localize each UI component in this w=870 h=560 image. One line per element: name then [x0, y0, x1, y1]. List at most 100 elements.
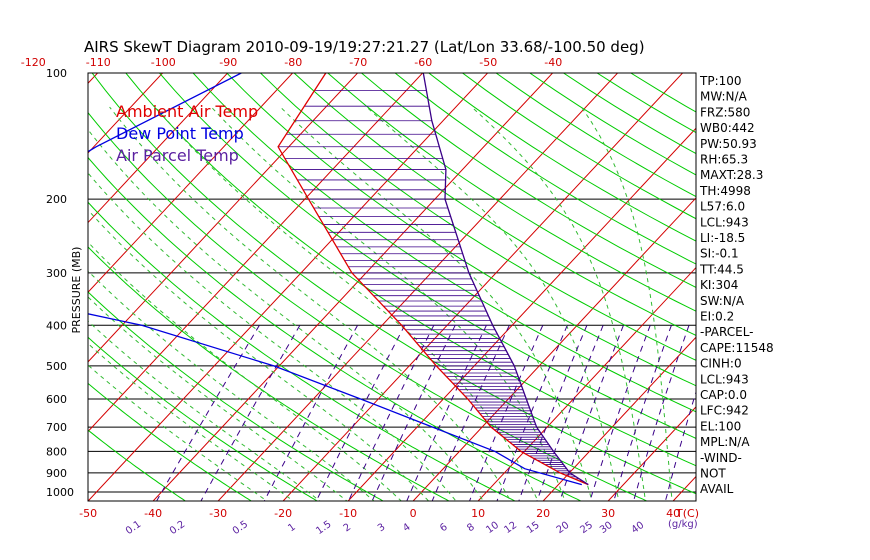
mixing-ratio-label: 25 [578, 520, 595, 536]
mixing-ratio-label: 10 [484, 520, 501, 536]
mixing-ratio-label: 0.2 [168, 519, 187, 537]
dry-adiabat-line [88, 382, 253, 501]
temp-unit-label: T(C) [675, 507, 699, 520]
index-item: LFC:942 [700, 404, 749, 418]
mixing-ratio-line [200, 325, 301, 501]
moist-adiabat-line [88, 128, 484, 501]
pressure-tick-label: 300 [46, 267, 67, 280]
top-temp-tick-label: -120 [21, 56, 46, 69]
bottom-temp-tick-label: -40 [144, 507, 162, 520]
bottom-temp-tick-label: 40 [666, 507, 680, 520]
dry-adiabat-line [88, 291, 385, 501]
mixing-ratio-line [613, 325, 672, 501]
index-item: NOT [700, 467, 726, 481]
dry-adiabat-line [88, 429, 187, 501]
index-item: WB0:442 [700, 121, 755, 135]
index-item: L57:6.0 [700, 200, 745, 214]
index-item: RH:65.3 [700, 153, 748, 167]
moist-adiabat-line [88, 296, 348, 501]
index-item: LI:-18.5 [700, 231, 745, 245]
mixing-ratio-label: 3 [376, 522, 388, 535]
legend-ambient: Ambient Air Temp [116, 102, 258, 121]
mixing-ratio-label: 30 [598, 520, 615, 536]
bottom-temp-tick-label: 20 [536, 507, 550, 520]
y-axis-label: PRESSURE (MB) [70, 247, 83, 334]
pressure-tick-label: 200 [46, 193, 67, 206]
pressure-tick-label: 700 [46, 421, 67, 434]
dry-adiabat-line [293, 73, 696, 337]
moist-adiabat-line [155, 106, 539, 501]
parcel-temp-line [422, 73, 589, 486]
pressure-tick-label: 900 [46, 467, 67, 480]
index-item: LCL:943 [700, 215, 749, 229]
top-temp-tick-label: -70 [349, 56, 367, 69]
mixing-ratio-label: 40 [630, 520, 647, 536]
pressure-tick-label: 600 [46, 393, 67, 406]
isotherm-line [542, 336, 696, 501]
bottom-temp-tick-label: 10 [471, 507, 485, 520]
index-item: MW:N/A [700, 90, 748, 104]
top-temp-tick-label: -100 [151, 56, 176, 69]
mixing-ratio-line [559, 325, 624, 501]
dry-adiabat-line [327, 73, 696, 312]
mixing-ratio-label: 6 [438, 522, 450, 535]
plot-frame [87, 72, 697, 502]
mixing-ratio-unit-label: (g/kg) [668, 519, 698, 530]
moist-adiabat-line [88, 209, 430, 501]
mixing-ratio-line [315, 325, 406, 501]
mixing-ratio-line [536, 325, 604, 501]
moist-adiabat-line [88, 172, 457, 501]
index-item: LCL:943 [700, 372, 749, 386]
isotherm-line [88, 73, 359, 363]
moist-adiabat-line [280, 106, 593, 501]
top-temp-tick-label: -60 [414, 56, 432, 69]
moist-adiabat-line [366, 106, 620, 501]
mixing-ratio-label: 1.5 [314, 519, 333, 537]
dewpoint-line [88, 73, 582, 486]
top-temp-tick-label: -50 [479, 56, 497, 69]
mixing-ratio-label: 20 [555, 520, 572, 536]
index-item: TH:4998 [699, 184, 751, 198]
legend: Ambient Air Temp Dew Point Temp Air Parc… [116, 102, 258, 165]
top-temp-tick-label: -80 [284, 56, 302, 69]
grid-layer [88, 73, 696, 501]
chart-title: AIRS SkewT Diagram 2010-09-19/19:27:21.2… [84, 38, 645, 56]
dry-adiabat-line [88, 246, 451, 501]
isotherm-line [88, 73, 294, 293]
mixing-ratio-label: 2 [342, 522, 354, 535]
mixing-ratio-label: 8 [465, 522, 477, 535]
pressure-tick-label: 400 [46, 319, 67, 332]
index-item: TT:44.5 [699, 262, 744, 276]
legend-dewpoint: Dew Point Temp [116, 124, 244, 143]
mixing-ratio-line [469, 325, 544, 501]
dry-adiabat-line [192, 73, 696, 413]
index-item: CAP:0.0 [700, 388, 747, 402]
mixing-ratio-label: 1 [286, 522, 298, 535]
dry-adiabat-line [88, 336, 319, 501]
dry-adiabat-line [259, 73, 696, 361]
dry-adiabat-line [360, 73, 696, 288]
mixing-ratio-line [406, 325, 487, 501]
dry-adiabat-line [158, 73, 696, 439]
index-item: -WIND- [700, 451, 742, 465]
index-item: CAPE:11548 [700, 341, 774, 355]
isotherm-line [88, 73, 489, 501]
pressure-tick-label: 500 [46, 360, 67, 373]
pressure-tick-label: 100 [46, 67, 67, 80]
isotherm-line [412, 197, 696, 501]
mixing-ratio-label: 12 [502, 520, 519, 536]
bottom-temp-tick-label: 30 [601, 507, 615, 520]
mixing-ratio-line [664, 390, 696, 501]
moist-adiabat-line [109, 106, 512, 501]
pressure-tick-label: 1000 [46, 486, 74, 499]
index-item: EI:0.2 [700, 310, 734, 324]
bottom-temp-tick-label: -20 [274, 507, 292, 520]
isotherm-line [88, 73, 424, 433]
index-item: FRZ:580 [700, 105, 750, 119]
isotherm-line [217, 73, 619, 501]
pressure-tick-label: 800 [46, 445, 67, 458]
bottom-temp-tick-label: -50 [79, 507, 97, 520]
mixing-ratio-line [589, 325, 651, 501]
isotherm-line [88, 73, 229, 224]
